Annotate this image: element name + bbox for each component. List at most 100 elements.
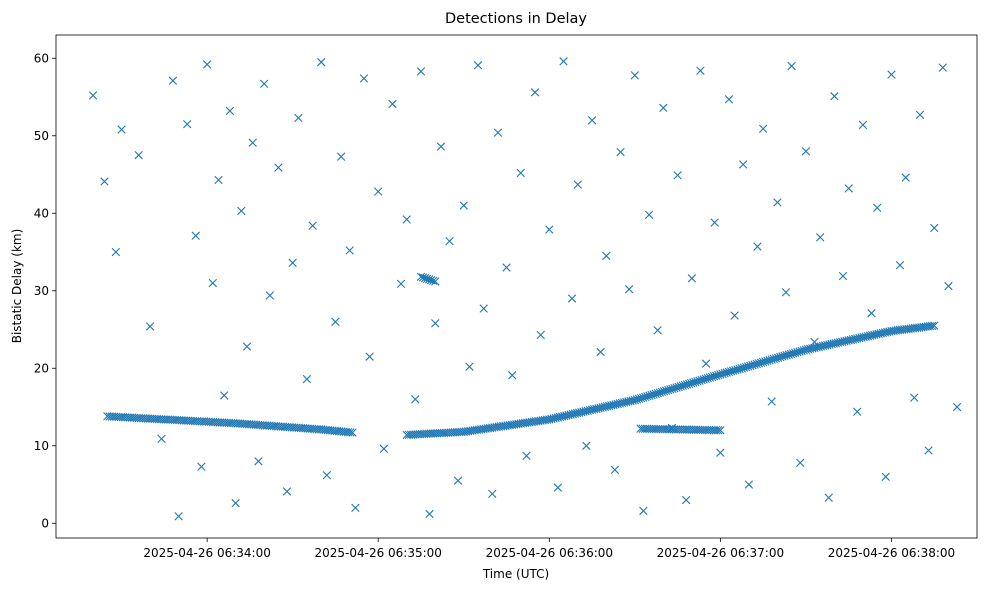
data-point [265,291,275,300]
data-point [479,304,488,313]
data-point [630,71,640,80]
data-point [710,218,719,227]
data-point [220,391,229,400]
data-point [930,223,939,233]
data-point [351,503,360,512]
data-point [653,326,662,335]
data-point [758,124,768,133]
data-point [952,402,962,412]
y-tick-label: 20 [34,361,49,375]
data-point [214,175,223,185]
data-point [100,177,109,186]
data-point [853,407,862,416]
y-tick-label: 50 [34,129,49,143]
data-point [248,138,257,147]
data-point [425,509,434,519]
data-point [374,187,383,196]
data-point [411,395,420,404]
data-point [582,441,591,450]
x-tick-label: 2025-04-26 06:38:00 [828,546,955,560]
data-point [610,465,620,474]
data-point [910,393,919,402]
data-point [459,201,468,210]
x-tick-label: 2025-04-26 06:36:00 [486,546,613,560]
data-point [701,359,711,368]
plot-frame [55,34,978,539]
y-tick-label: 30 [34,284,49,298]
data-point [145,322,155,331]
data-point [308,221,317,230]
data-points [88,57,962,521]
data-point [573,180,582,189]
data-point [508,371,517,380]
track-point [713,426,723,435]
data-point [716,448,725,457]
y-tick-label: 0 [41,516,49,530]
data-point [915,110,925,120]
data-point [345,246,354,255]
data-point [182,119,192,129]
data-point [117,125,126,134]
data-point [867,309,876,318]
data-point [530,88,540,97]
data-point [396,279,406,288]
y-axis-ticks: 0 10 20 30 40 50 60 [34,51,56,530]
x-axis-ticks: 2025-04-26 06:34:00 2025-04-26 06:35:00 20… [143,538,955,560]
data-point [858,120,868,130]
data-point [88,91,98,100]
data-point [824,493,833,502]
data-point [596,347,605,357]
data-point [445,236,454,246]
data-point [924,446,933,455]
data-point [465,362,474,371]
track-point [429,276,438,285]
data-point [659,103,668,113]
data-point [773,198,782,207]
data-point [796,458,805,468]
data-point [202,60,212,69]
data-point [134,150,143,160]
data-point [830,92,839,101]
data-point [545,225,554,234]
data-point [174,512,183,521]
data-point [197,462,206,471]
x-tick-label: 2025-04-26 06:35:00 [314,546,441,560]
data-point [944,281,953,291]
data-point [559,57,568,66]
data-point [644,210,654,219]
data-point [895,260,905,270]
data-point [259,79,269,89]
track-point [930,321,939,330]
data-point [436,142,446,151]
data-point [168,76,178,85]
data-point [744,480,754,489]
data-point [359,74,369,83]
data-point [616,147,625,157]
x-tick-label: 2025-04-26 06:37:00 [657,546,784,560]
data-point [724,95,734,104]
data-point [881,472,890,481]
data-point [781,288,791,297]
data-point [938,63,947,72]
data-point [282,487,292,496]
data-point [696,66,705,75]
data-point [887,70,896,79]
data-point [157,434,166,443]
y-tick-label: 10 [34,439,49,453]
data-point [815,233,825,242]
data-point [488,489,497,499]
data-point [388,99,397,109]
x-tick-label: 2025-04-26 06:34:00 [143,546,270,560]
data-point [801,147,811,156]
data-point [242,342,252,351]
data-point [336,152,346,161]
data-point [624,285,634,294]
data-point [838,271,848,281]
data-point [111,247,121,257]
track-point [927,321,937,331]
data-point [738,160,748,169]
data-point [587,116,597,125]
y-axis-label: Bistatic Delay (km) [10,229,24,344]
data-point [365,352,374,361]
data-point [431,319,440,328]
